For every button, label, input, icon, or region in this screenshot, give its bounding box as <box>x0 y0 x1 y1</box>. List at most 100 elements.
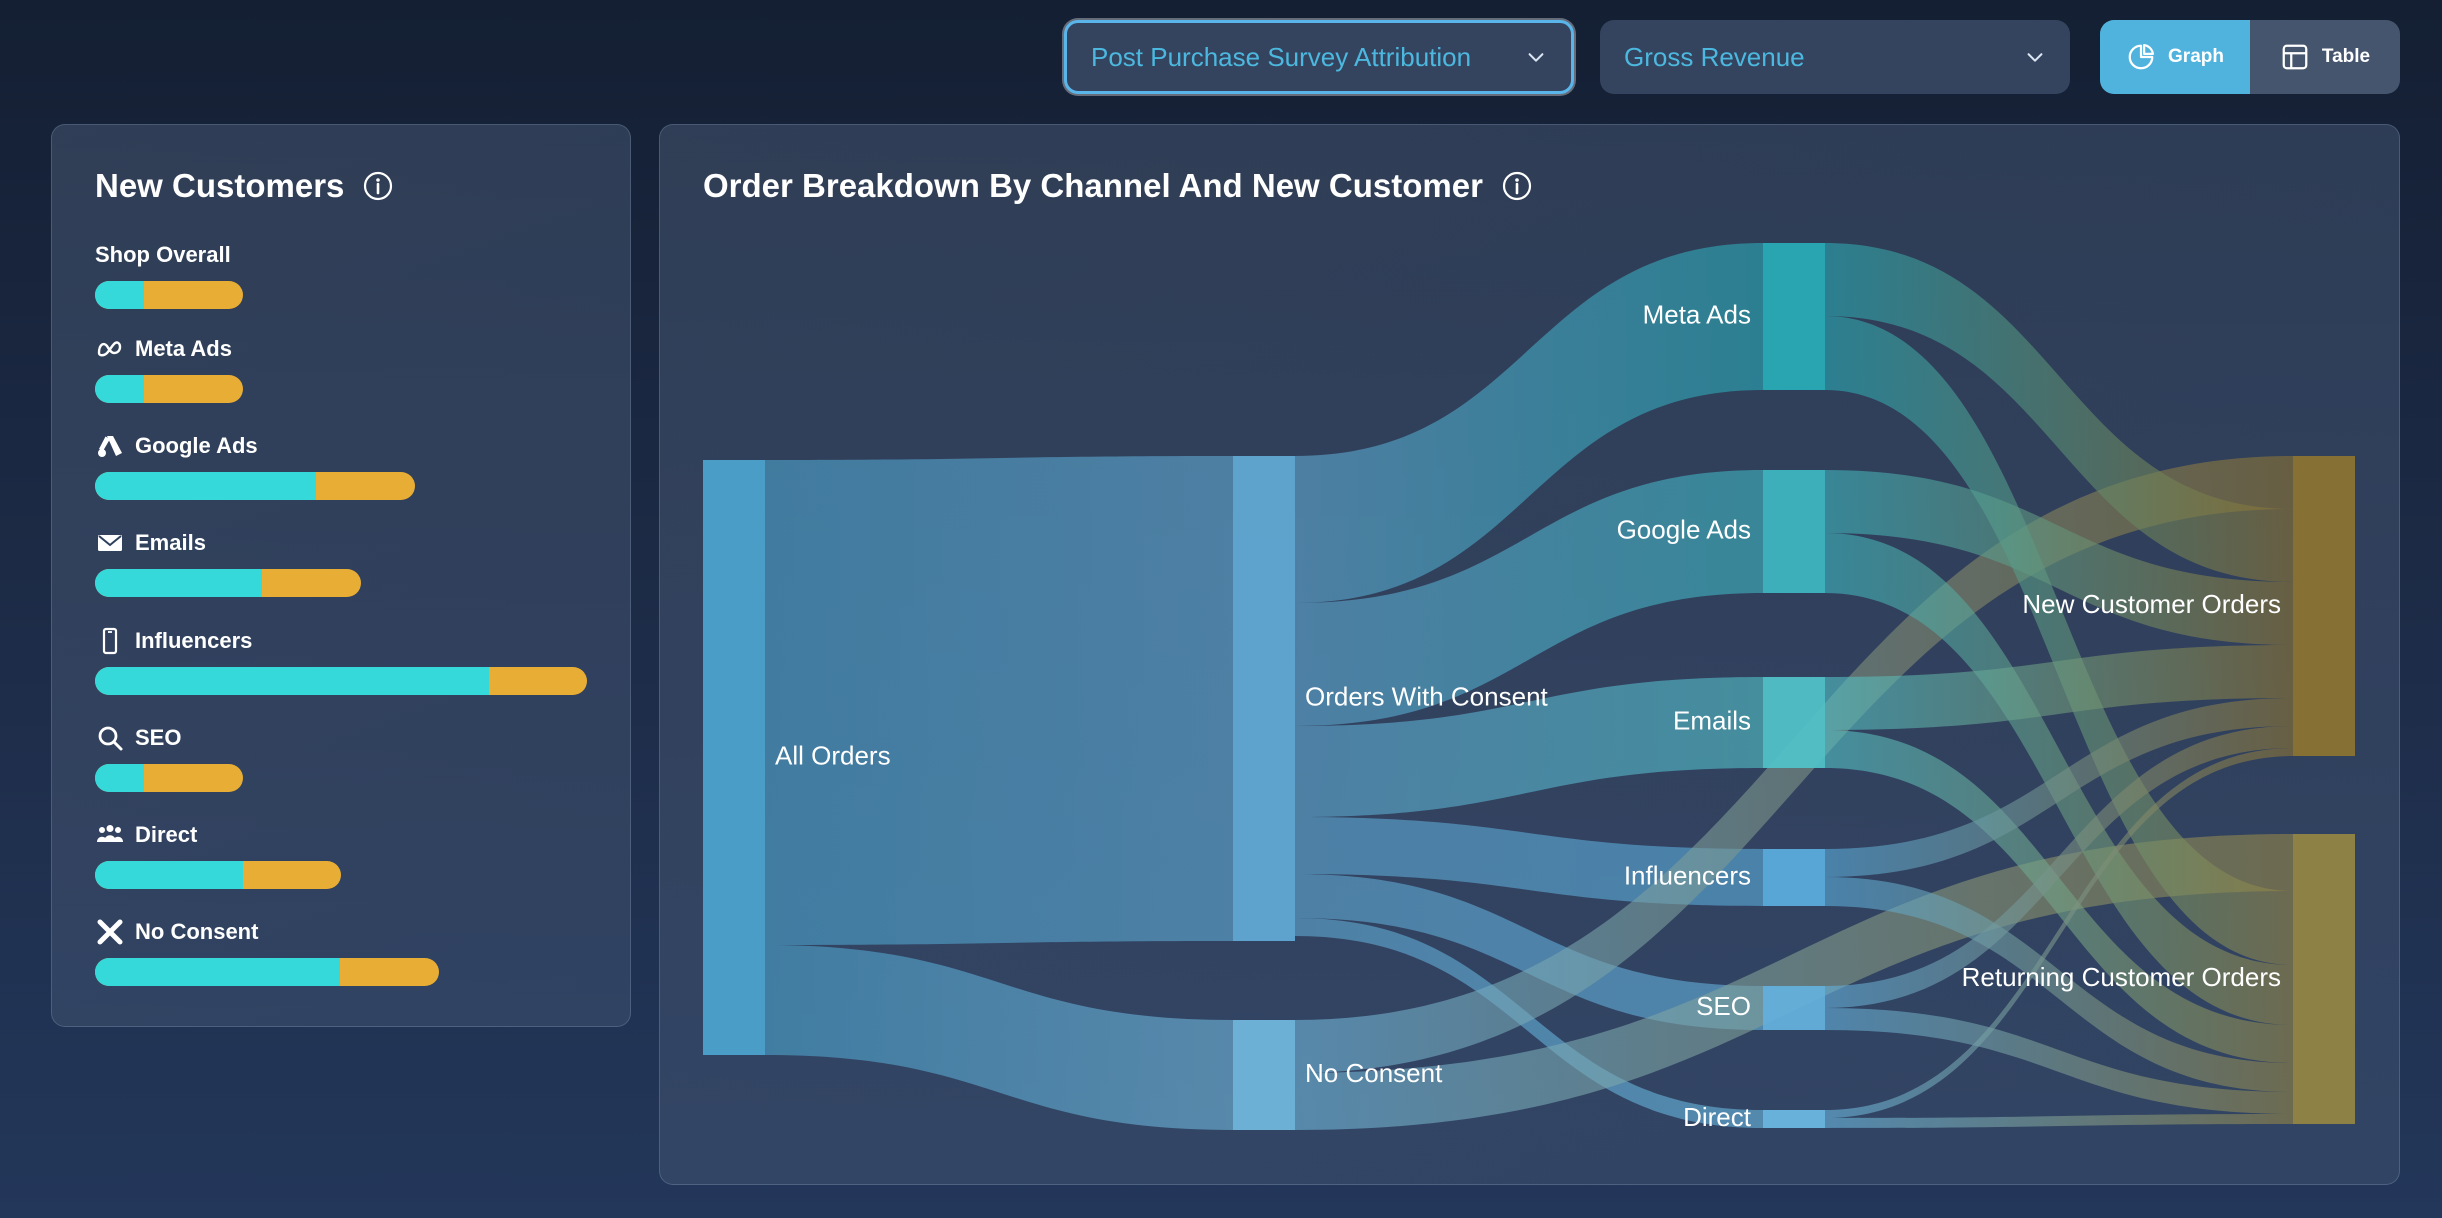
channel-bar <box>95 472 415 500</box>
new-customer-fill <box>95 569 263 597</box>
sankey-link-consent-influencers[interactable] <box>1295 817 1763 906</box>
sankey-label-influencers: Influencers <box>1624 860 1751 890</box>
metric-dropdown[interactable]: Gross Revenue <box>1600 20 2070 94</box>
people-icon <box>97 825 123 842</box>
sankey-link-google-new[interactable] <box>1825 470 2293 645</box>
sankey-link-meta-returning[interactable] <box>1825 316 2293 965</box>
sankey-link-seo-returning[interactable] <box>1825 1008 2293 1114</box>
sankey-link-consent-direct[interactable] <box>1295 918 1763 1128</box>
x-icon <box>97 919 123 945</box>
sankey-link-all-noconsent[interactable] <box>765 945 1233 1130</box>
attribution-dropdown-value: Post Purchase Survey Attribution <box>1091 41 1472 72</box>
search-icon <box>98 726 123 751</box>
channel-bar <box>95 861 341 889</box>
sankey-node-meta[interactable] <box>1763 243 1825 390</box>
sankey-link-emails-returning[interactable] <box>1825 730 2293 1063</box>
sankey-node-emails[interactable] <box>1763 677 1825 768</box>
channel-label: Emails <box>95 527 361 559</box>
sankey-link-noconsent-returning[interactable] <box>1295 834 2293 1130</box>
meta-icon <box>97 341 122 357</box>
sankey-label-emails: Emails <box>1673 705 1751 735</box>
sankey-link-influencers-new[interactable] <box>1825 698 2293 877</box>
sankey-link-meta-new[interactable] <box>1825 243 2293 582</box>
metric-dropdown-value: Gross Revenue <box>1624 41 1805 72</box>
new-customers-title: New Customers <box>95 167 394 205</box>
info-icon[interactable] <box>362 170 394 202</box>
sankey-link-direct-returning[interactable] <box>1825 1114 2293 1128</box>
order-breakdown-title: Order Breakdown By Channel And New Custo… <box>703 167 1533 205</box>
sankey-link-consent-google[interactable] <box>1295 470 1763 726</box>
phone-icon <box>102 627 118 655</box>
sankey-node-influencers[interactable] <box>1763 849 1825 906</box>
graph-view-label: Graph <box>2168 46 2224 67</box>
sankey-link-direct-new[interactable] <box>1825 748 2293 1118</box>
sankey-link-consent-meta[interactable] <box>1295 243 1763 603</box>
new-customer-fill <box>95 281 144 309</box>
sankey-label-noconsent: No Consent <box>1305 1058 1443 1088</box>
channel-label-text: Influencers <box>135 628 253 653</box>
channel-bar <box>95 764 243 792</box>
sankey-node-new[interactable] <box>2293 456 2355 756</box>
channel-bar <box>95 281 243 309</box>
sankey-label-seo: SEO <box>1696 991 1751 1021</box>
google-ads-icon <box>98 436 122 457</box>
channel-bar <box>95 375 243 403</box>
order-breakdown-title-text: Order Breakdown By Channel And New Custo… <box>703 167 1483 204</box>
new-customer-fill <box>95 958 340 986</box>
sankey-link-consent-seo[interactable] <box>1295 874 1763 1030</box>
channel-row-direct: Direct <box>95 819 341 889</box>
sankey-link-consent-emails[interactable] <box>1295 677 1763 817</box>
sankey-label-meta: Meta Ads <box>1643 299 1751 329</box>
sankey-node-google[interactable] <box>1763 470 1825 593</box>
channel-label-text: No Consent <box>135 919 259 944</box>
channel-row-no-consent: No Consent <box>95 916 440 986</box>
sankey-link-influencers-returning[interactable] <box>1825 877 2293 1092</box>
channel-label: Google Ads <box>95 430 415 462</box>
chevron-down-icon <box>2027 53 2043 62</box>
info-icon[interactable] <box>1501 170 1533 202</box>
channel-row-google-ads: Google Ads <box>95 430 415 500</box>
channel-label-text: Direct <box>135 822 198 847</box>
channel-label-text: SEO <box>135 725 182 750</box>
channel-label: Influencers <box>95 625 587 657</box>
channel-label: Shop Overall <box>95 239 243 271</box>
sankey-node-noconsent[interactable] <box>1233 1020 1295 1130</box>
sankey-node-direct[interactable] <box>1763 1110 1825 1128</box>
table-view-button[interactable]: Table <box>2250 20 2400 94</box>
attribution-dropdown[interactable]: Post Purchase Survey Attribution <box>1064 20 1574 94</box>
graph-view-button[interactable]: Graph <box>2100 20 2250 94</box>
new-customer-fill <box>95 667 489 695</box>
new-customers-panel: New Customers Shop Overall Meta Ads <box>51 124 631 1027</box>
chevron-down-icon <box>1528 53 1544 62</box>
channel-row-meta-ads: Meta Ads <box>95 333 243 403</box>
channel-label: No Consent <box>95 916 439 948</box>
sankey-node-consent[interactable] <box>1233 456 1295 941</box>
new-customer-fill <box>95 861 243 889</box>
channel-label: Direct <box>95 819 341 851</box>
channel-row-influencers: Influencers <box>95 625 587 695</box>
sankey-label-new: New Customer Orders <box>2022 589 2281 619</box>
sankey-label-consent: Orders With Consent <box>1305 681 1549 711</box>
channel-bar <box>95 569 361 597</box>
sankey-link-emails-new[interactable] <box>1825 645 2293 730</box>
sankey-link-seo-new[interactable] <box>1825 726 2293 1008</box>
channel-bar <box>95 667 587 695</box>
view-toggle: Graph Table <box>2100 20 2400 94</box>
sankey-node-seo[interactable] <box>1763 986 1825 1030</box>
sankey-label-direct: Direct <box>1683 1102 1752 1132</box>
sankey-label-google: Google Ads <box>1617 514 1751 544</box>
sankey-link-all-consent[interactable] <box>765 456 1233 945</box>
table-icon <box>2282 44 2308 70</box>
pie-chart-icon <box>2128 44 2155 70</box>
table-view-label: Table <box>2321 46 2371 67</box>
channel-label-text: Shop Overall <box>95 242 231 267</box>
sankey-node-returning[interactable] <box>2293 834 2355 1124</box>
channel-label-text: Meta Ads <box>135 336 232 361</box>
channel-row-shop-overall: Shop Overall <box>95 239 243 309</box>
mail-icon <box>98 535 122 551</box>
new-customer-fill <box>95 764 144 792</box>
sankey-diagram: All Orders Orders With Consent No Consent M… <box>703 243 2355 1132</box>
channel-bar <box>95 958 440 986</box>
sankey-node-all[interactable] <box>703 460 765 1055</box>
channel-row-seo: SEO <box>95 722 243 792</box>
